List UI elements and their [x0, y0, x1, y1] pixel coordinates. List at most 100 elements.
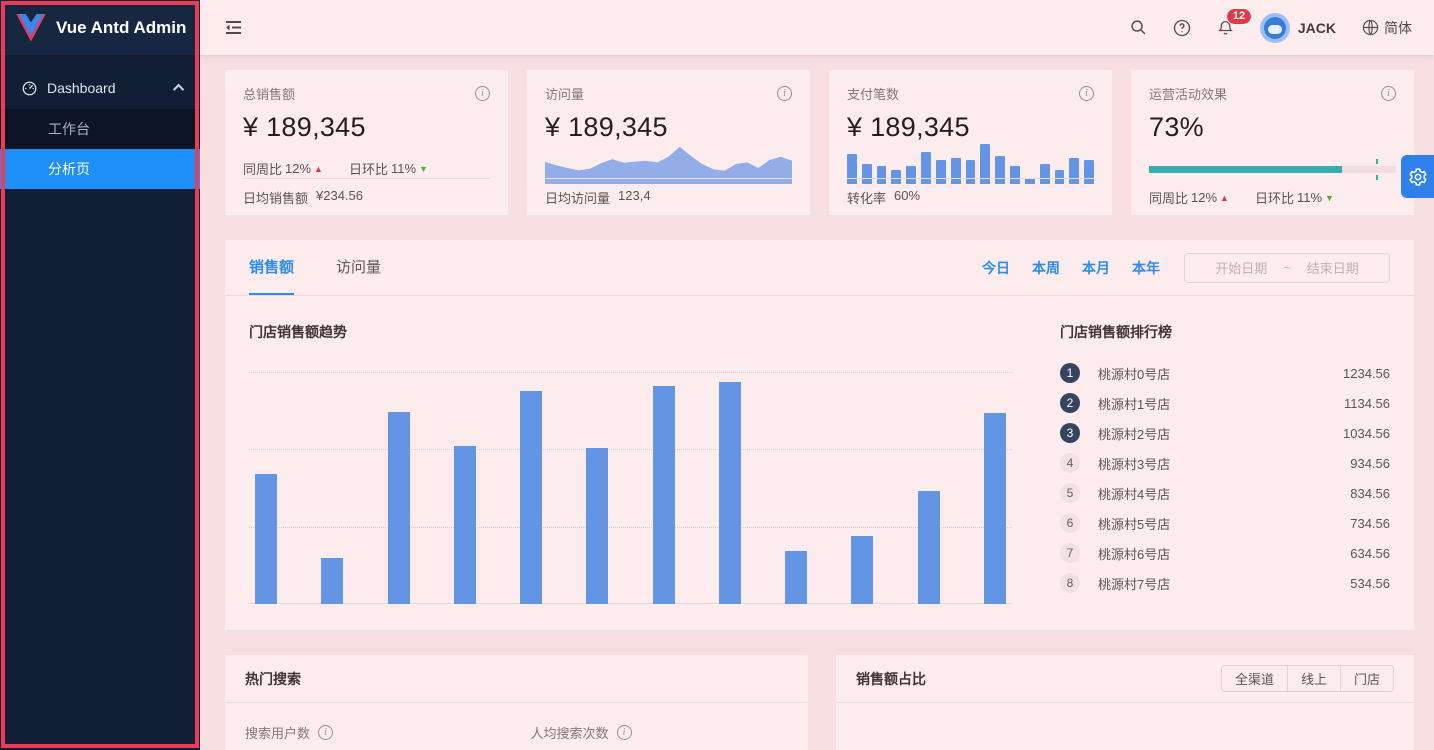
metric-label: 日环比: [1254, 191, 1294, 206]
trend-up-icon: ▲: [314, 163, 323, 174]
info-icon[interactable]: [1381, 86, 1396, 101]
ranking-row: 2 桃源村1号店 1134.56: [1060, 388, 1390, 418]
chart-bar: [1010, 166, 1020, 184]
end-date-placeholder: 结束日期: [1306, 261, 1359, 276]
filter-all-channels[interactable]: 全渠道: [1220, 665, 1288, 692]
sidebar-item-analysis[interactable]: 分析页: [0, 149, 200, 189]
language-switcher[interactable]: 简体: [1362, 18, 1412, 38]
rank-badge: 6: [1060, 513, 1080, 533]
rank-badge: 4: [1060, 453, 1080, 473]
trend-up-icon: ▲: [1220, 192, 1229, 203]
chart-bar: [652, 385, 675, 604]
card-metrics: 同周比 12% ▲ 日环比 11% ▼: [243, 159, 490, 178]
sales-ratio-title: 销售额占比: [856, 670, 926, 687]
card-title: 访问量: [545, 87, 585, 102]
date-separator: ~: [1283, 260, 1291, 275]
metric-label: 日环比: [348, 162, 388, 177]
range-today[interactable]: 今日: [982, 259, 1010, 276]
notification-badge: 12: [1225, 7, 1253, 25]
main-content: 总销售额 ¥ 189,345 同周比 12% ▲ 日环比 11% ▼ 日均销售额…: [200, 55, 1434, 750]
info-icon[interactable]: [475, 86, 490, 101]
chart-bar: [1024, 178, 1035, 184]
sidebar-item-workbench[interactable]: 工作台: [48, 121, 90, 137]
menu-fold-icon[interactable]: [225, 20, 242, 35]
chart-bar: [906, 166, 917, 184]
chart-bar: [980, 144, 991, 184]
sales-panel: 销售额 访问量 今日 本周 本月 本年 开始日期 ~ 结束日期 门店销售额趋势: [225, 240, 1414, 630]
store-name: 桃源村6号店: [1098, 546, 1171, 562]
footer-value: ¥234.56: [316, 188, 364, 203]
sidebar: Vue Antd Admin Dashboard 工作台 分析页: [0, 0, 200, 750]
chevron-up-icon: [172, 83, 185, 96]
store-ranking: 门店销售额排行榜 1 桃源村0号店 1234.56 2 桃源村1号店 1134.56 3 桃源…: [1060, 322, 1390, 604]
stat-label: 人均搜索次数: [530, 726, 609, 741]
username: JACK: [1297, 19, 1336, 36]
top-header: 12 JACK 简体: [200, 0, 1434, 55]
range-year[interactable]: 本年: [1132, 259, 1160, 276]
card-value: ¥ 189,345: [847, 112, 970, 142]
chart-bar: [520, 391, 543, 604]
chart-bar: [917, 490, 940, 604]
sales-tabbar: 销售额 访问量 今日 本周 本月 本年 开始日期 ~ 结束日期: [225, 240, 1414, 296]
stat-cards-row: 总销售额 ¥ 189,345 同周比 12% ▲ 日环比 11% ▼ 日均销售额…: [225, 70, 1414, 215]
operation-progress-bar: [1149, 159, 1396, 180]
card-payments: 支付笔数 ¥ 189,345 转化率 60%: [829, 70, 1112, 215]
store-sales-value: 734.56: [1350, 515, 1390, 531]
notification-bell-icon[interactable]: 12: [1217, 7, 1253, 37]
store-name: 桃源村1号店: [1098, 396, 1171, 412]
chart-bar: [861, 164, 872, 184]
chart-bar: [453, 446, 476, 604]
sidebar-menu: Dashboard 工作台 分析页: [0, 67, 200, 189]
footer-label: 转化率: [847, 191, 887, 206]
chart-bar: [1039, 164, 1050, 184]
info-icon[interactable]: [318, 725, 334, 740]
quick-range-links: 今日 本周 本月 本年: [982, 258, 1160, 278]
sidebar-item-label: Dashboard: [47, 80, 116, 96]
chart-bar: [321, 557, 344, 604]
gear-icon: [1408, 167, 1427, 186]
ranking-row: 4 桃源村3号店 934.56: [1060, 448, 1390, 478]
sidebar-item-dashboard[interactable]: Dashboard: [0, 67, 200, 109]
globe-icon: [1362, 19, 1379, 36]
range-week[interactable]: 本周: [1032, 259, 1060, 276]
card-visits: 访问量 ¥ 189,345 日均访问量 123,4: [527, 70, 810, 215]
card-footer: 转化率 60%: [847, 178, 1094, 207]
sales-ratio-card: 销售额占比 全渠道 线上 门店 事例五: 9%: [836, 655, 1414, 750]
info-icon[interactable]: [777, 86, 792, 101]
info-icon[interactable]: [616, 725, 632, 740]
tab-visits[interactable]: 访问量: [336, 259, 382, 276]
store-sales-value: 534.56: [1350, 575, 1390, 591]
chart-bar: [1084, 160, 1095, 184]
help-icon[interactable]: [1173, 19, 1191, 37]
hot-search-card: 热门搜索 搜索用户数 12321 71.2 ▲: [225, 655, 808, 750]
area-sparkline: [545, 146, 792, 184]
chart-bar: [876, 166, 887, 184]
rank-badge: 3: [1060, 423, 1080, 443]
range-month[interactable]: 本月: [1082, 259, 1110, 276]
filter-online[interactable]: 线上: [1286, 665, 1341, 692]
info-icon[interactable]: [1079, 86, 1094, 101]
stat-value: 12321: [245, 748, 317, 750]
chart-bar: [785, 550, 808, 604]
card-footer: 日均销售额 ¥234.56: [243, 178, 490, 207]
metric-value: 12%: [1191, 190, 1218, 205]
settings-button[interactable]: [1401, 155, 1434, 198]
trend-chart-title: 门店销售额趋势: [249, 324, 347, 340]
date-range-picker[interactable]: 开始日期 ~ 结束日期: [1184, 252, 1390, 283]
chart-bar: [1054, 170, 1065, 184]
store-name: 桃源村7号店: [1098, 576, 1171, 592]
card-operation-effect: 运营活动效果 73% 同周比 12% ▲ 日环比 11%: [1131, 70, 1414, 215]
store-name: 桃源村3号店: [1098, 456, 1171, 472]
rank-badge: 2: [1060, 393, 1080, 413]
visits-area-chart: [545, 144, 792, 184]
logo[interactable]: Vue Antd Admin: [0, 0, 200, 55]
user-menu[interactable]: JACK: [1259, 12, 1336, 43]
dashboard-icon: [22, 81, 37, 95]
tab-sales[interactable]: 销售额: [249, 240, 295, 295]
footer-label: 日均访问量: [545, 191, 611, 206]
filter-stores[interactable]: 门店: [1339, 665, 1394, 692]
metric-label: 同周比: [1149, 191, 1189, 206]
search-icon[interactable]: [1130, 19, 1147, 36]
store-sales-value: 934.56: [1350, 455, 1390, 471]
hot-search-body: 搜索用户数 12321 71.2 ▲ 人均搜索次数: [225, 703, 808, 750]
